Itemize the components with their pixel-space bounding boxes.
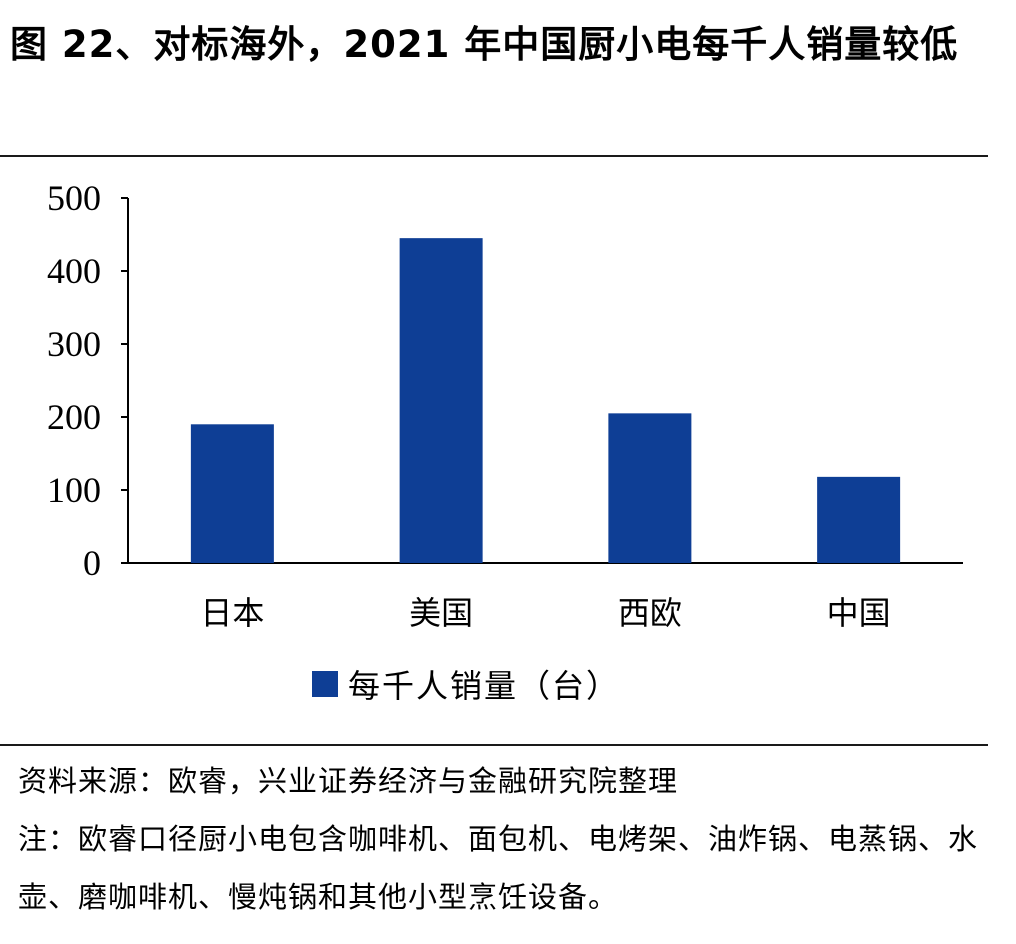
bar (399, 238, 483, 563)
x-category-label: 中国 (827, 594, 891, 632)
bar (190, 424, 274, 563)
y-tick-label: 300 (47, 324, 101, 364)
x-category-label: 日本 (200, 594, 264, 632)
legend-label: 每千人销量（台） (348, 667, 621, 705)
y-tick-label: 0 (83, 543, 101, 583)
legend-swatch (312, 671, 338, 697)
y-tick-label: 200 (47, 397, 101, 437)
bar (817, 476, 901, 563)
y-tick-label: 100 (47, 470, 101, 510)
bar-chart: 0 100 200 300 400 500 日本 美国 西欧 中国 (47, 178, 963, 632)
y-tick-label: 500 (47, 178, 101, 218)
x-category-label: 西欧 (618, 594, 682, 632)
chart-legend: 每千人销量（台） (312, 664, 621, 705)
bar (608, 413, 692, 563)
y-tick-label: 400 (47, 251, 101, 291)
source-text: 资料来源：欧睿，兴业证券经济与金融研究院整理 (18, 764, 679, 798)
source-notes: 资料来源：欧睿，兴业证券经济与金融研究院整理 注：欧睿口径厨小电包含咖啡机、面包… (18, 752, 1008, 926)
source-divider (0, 744, 988, 746)
figure-title: 图 22、对标海外，2021 年中国厨小电每千人销量较低 (10, 23, 959, 66)
note-text: 注：欧睿口径厨小电包含咖啡机、面包机、电烤架、油炸锅、电蒸锅、水壶、磨咖啡机、慢… (18, 822, 979, 914)
title-divider (0, 155, 988, 157)
x-category-label: 美国 (409, 594, 473, 632)
